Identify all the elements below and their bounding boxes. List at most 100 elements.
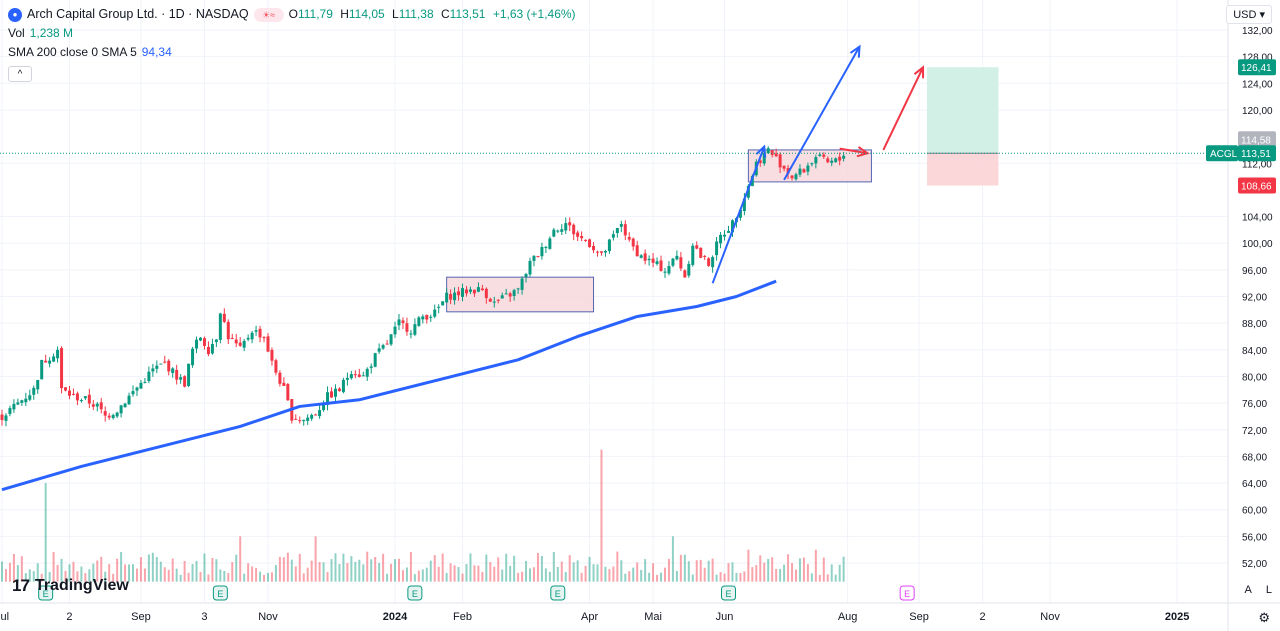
candle-body[interactable]: [750, 176, 754, 186]
candle-body[interactable]: [417, 317, 421, 326]
candle-body[interactable]: [401, 320, 405, 324]
candle-body[interactable]: [822, 154, 826, 157]
candle-body[interactable]: [246, 337, 250, 340]
candle-body[interactable]: [468, 289, 472, 292]
candle-body[interactable]: [568, 222, 572, 226]
candle-body[interactable]: [206, 347, 210, 355]
candle-body[interactable]: [79, 400, 83, 402]
candle-body[interactable]: [596, 251, 599, 253]
candle-body[interactable]: [592, 246, 596, 251]
candle-body[interactable]: [250, 332, 254, 340]
candle-body[interactable]: [544, 246, 548, 248]
candle-body[interactable]: [373, 353, 377, 367]
earnings-marker[interactable]: [899, 585, 915, 601]
candle-body[interactable]: [139, 382, 143, 389]
candle-body[interactable]: [67, 390, 71, 396]
candle-body[interactable]: [655, 261, 659, 265]
candle-body[interactable]: [377, 348, 381, 352]
candle-body[interactable]: [723, 234, 727, 237]
candle-body[interactable]: [56, 349, 60, 359]
candle-body[interactable]: [40, 359, 44, 380]
candle-body[interactable]: [52, 356, 56, 362]
candle-body[interactable]: [461, 288, 465, 297]
candle-body[interactable]: [413, 324, 417, 335]
candle-body[interactable]: [488, 298, 492, 302]
candle-body[interactable]: [258, 328, 262, 338]
candle-body[interactable]: [8, 408, 12, 414]
candle-body[interactable]: [742, 198, 746, 212]
candle-body[interactable]: [87, 394, 91, 404]
candle-body[interactable]: [572, 224, 576, 235]
candle-body[interactable]: [159, 363, 163, 365]
candle-body[interactable]: [699, 247, 703, 258]
candle-body[interactable]: [322, 404, 326, 411]
candle-body[interactable]: [222, 313, 226, 322]
candle-body[interactable]: [508, 293, 512, 297]
candle-body[interactable]: [191, 348, 195, 366]
candle-body[interactable]: [504, 293, 508, 295]
auto-scale-button[interactable]: A: [1244, 584, 1252, 596]
candle-body[interactable]: [286, 384, 290, 401]
candle-body[interactable]: [230, 338, 234, 340]
candle-body[interactable]: [691, 245, 695, 265]
candle-body[interactable]: [476, 287, 480, 292]
candle-body[interactable]: [667, 266, 671, 274]
candle-body[interactable]: [274, 360, 278, 373]
candle-body[interactable]: [548, 238, 552, 249]
candle-body[interactable]: [349, 374, 353, 379]
candle-body[interactable]: [584, 239, 588, 241]
sma-row[interactable]: SMA 200 close 0 SMA 5 94,34: [8, 43, 580, 62]
sma-200-line[interactable]: [1, 279, 777, 492]
earnings-marker[interactable]: [38, 585, 54, 601]
candle-body[interactable]: [167, 360, 171, 372]
candle-body[interactable]: [639, 255, 643, 258]
candle-body[interactable]: [36, 379, 40, 390]
candle-body[interactable]: [464, 289, 468, 294]
candle-body[interactable]: [202, 338, 206, 346]
candle-body[interactable]: [111, 415, 115, 419]
candle-body[interactable]: [806, 165, 810, 172]
candle-body[interactable]: [695, 245, 699, 249]
candle-body[interactable]: [314, 414, 318, 416]
candle-body[interactable]: [171, 368, 175, 374]
collapse-legend-button[interactable]: ^: [8, 66, 32, 82]
candle-body[interactable]: [580, 236, 584, 239]
candle-body[interactable]: [536, 255, 540, 257]
candle-body[interactable]: [397, 319, 401, 326]
candle-body[interactable]: [516, 288, 520, 290]
candle-body[interactable]: [278, 372, 282, 384]
candle-body[interactable]: [0, 414, 4, 421]
candle-body[interactable]: [175, 369, 179, 380]
candle-body[interactable]: [814, 157, 818, 164]
candle-body[interactable]: [826, 158, 830, 163]
candle-body[interactable]: [393, 326, 397, 335]
candle-body[interactable]: [75, 393, 79, 401]
stop-loss-zone[interactable]: [927, 153, 999, 186]
candle-body[interactable]: [631, 238, 635, 247]
candle-body[interactable]: [298, 420, 302, 422]
candle-body[interactable]: [107, 415, 111, 418]
candle-body[interactable]: [818, 154, 822, 156]
candle-body[interactable]: [520, 278, 524, 290]
candle-body[interactable]: [687, 263, 691, 276]
candle-body[interactable]: [599, 251, 603, 253]
candle-body[interactable]: [766, 148, 770, 154]
candle-body[interactable]: [611, 234, 615, 238]
candle-body[interactable]: [794, 174, 798, 180]
candle-body[interactable]: [746, 185, 750, 198]
candle-body[interactable]: [842, 155, 846, 159]
candle-body[interactable]: [385, 343, 389, 345]
candle-body[interactable]: [195, 339, 199, 349]
candle-body[interactable]: [294, 418, 298, 420]
candle-body[interactable]: [627, 237, 631, 240]
earnings-marker[interactable]: [550, 585, 566, 601]
candle-body[interactable]: [361, 375, 365, 377]
volume-row[interactable]: Vol 1,238 M: [8, 24, 580, 43]
candle-body[interactable]: [302, 419, 306, 422]
candle-body[interactable]: [163, 361, 167, 363]
candle-body[interactable]: [32, 387, 36, 395]
candle-body[interactable]: [774, 153, 778, 157]
candle-body[interactable]: [675, 255, 679, 260]
symbol-title[interactable]: Arch Capital Group Ltd. · 1D · NASDAQ: [27, 7, 249, 21]
